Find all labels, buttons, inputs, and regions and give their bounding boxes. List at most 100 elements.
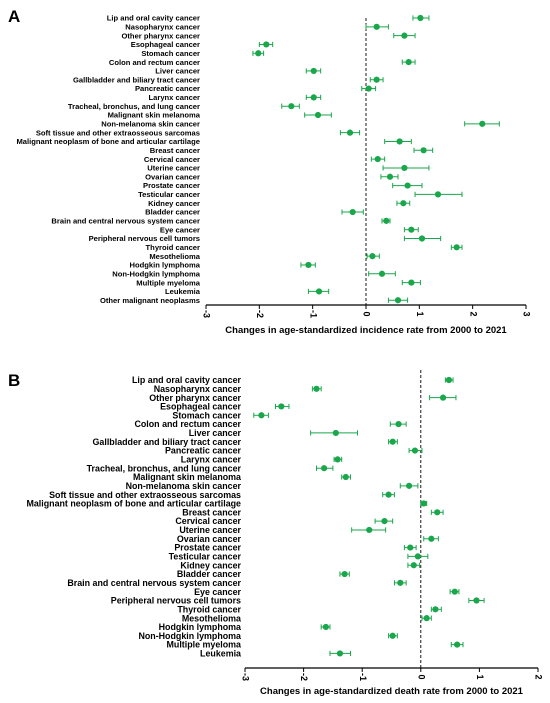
- panel-letter: B: [8, 371, 20, 390]
- category-label: Non-Hodgkin lymphoma: [138, 631, 241, 641]
- category-label: Other pharynx cancer: [122, 31, 201, 40]
- data-point: [394, 297, 402, 304]
- category-label: Stomach cancer: [141, 49, 200, 58]
- category-label: Prostate cancer: [143, 181, 200, 190]
- data-point: [336, 650, 344, 657]
- x-tick-label: 3: [522, 311, 532, 316]
- category-label: Pancreatic cancer: [165, 446, 242, 456]
- data-point: [434, 191, 442, 198]
- category-label: Cervical cancer: [175, 516, 241, 526]
- data-point: [321, 465, 328, 472]
- x-tick-label: -2: [255, 310, 265, 318]
- category-label: Tracheal, bronchus, and lung cancer: [87, 463, 242, 473]
- data-point: [385, 491, 392, 498]
- data-point: [386, 173, 394, 180]
- data-point: [453, 244, 460, 251]
- category-label: Bladder cancer: [177, 569, 242, 579]
- category-label: Leukemia: [165, 287, 201, 296]
- category-label: Peripheral nervous cell tumors: [89, 234, 200, 243]
- data-point: [405, 59, 412, 66]
- data-point: [373, 23, 380, 30]
- category-label: Non-Hodgkin lymphoma: [112, 269, 201, 278]
- data-point: [408, 226, 415, 233]
- panel-letter: A: [8, 7, 20, 26]
- data-point: [439, 394, 447, 401]
- category-label: Breast cancer: [182, 507, 241, 517]
- x-tick-label: -1: [358, 673, 368, 681]
- category-label: Cervical cancer: [144, 155, 200, 164]
- category-label: Esophageal cancer: [160, 402, 241, 412]
- data-point: [405, 482, 413, 489]
- data-point: [288, 103, 295, 110]
- category-label: Other malignant neoplasms: [100, 296, 200, 305]
- category-label: Non-melanoma skin cancer: [126, 481, 242, 491]
- category-label: Hodgkin lymphoma: [159, 622, 241, 632]
- category-label: Soft tissue and other extraosseous sarco…: [49, 490, 241, 500]
- x-tick-label: -2: [299, 673, 309, 681]
- category-label: Bladder cancer: [145, 208, 200, 217]
- category-label: Brain and central nervous system cancer: [51, 217, 200, 226]
- category-label: Testicular cancer: [169, 552, 242, 562]
- category-label: Pancreatic cancer: [135, 84, 200, 93]
- data-point: [310, 67, 317, 75]
- category-label: Nasopharynx cancer: [154, 384, 242, 394]
- data-point: [445, 376, 453, 384]
- category-label: Colon and rectum cancer: [109, 58, 200, 67]
- data-point: [346, 129, 354, 136]
- category-label: Other pharynx cancer: [149, 393, 241, 403]
- data-point: [414, 553, 421, 560]
- category-label: Malignant neoplasm of bone and articular…: [16, 137, 200, 146]
- data-point: [365, 85, 372, 92]
- data-point: [396, 138, 403, 145]
- category-label: Prostate cancer: [174, 543, 241, 553]
- data-point: [366, 526, 373, 534]
- category-label: Tracheal, bronchus, and lung cancer: [68, 102, 200, 111]
- data-point: [315, 288, 323, 295]
- category-label: Mesothelioma: [149, 252, 200, 261]
- data-point: [423, 615, 430, 622]
- category-label: Liver cancer: [189, 428, 242, 438]
- category-label: Brain and central nervous system cancer: [67, 578, 241, 588]
- category-label: Eye cancer: [194, 587, 241, 597]
- category-label: Nasopharynx cancer: [125, 22, 200, 31]
- category-label: Multiple myeloma: [136, 278, 200, 287]
- data-point: [383, 217, 390, 224]
- data-point: [434, 509, 441, 516]
- x-tick-label: 1: [415, 311, 425, 316]
- data-point: [401, 32, 408, 39]
- category-label: Kidney cancer: [148, 199, 200, 208]
- data-point: [420, 147, 427, 154]
- panel-A: A -3 -2 -1 0 1 2 3 Changes in age-standardized i…: [8, 7, 532, 336]
- data-point: [451, 588, 458, 595]
- data-point: [410, 562, 417, 569]
- x-tick-label: 1: [475, 674, 485, 679]
- data-point: [378, 270, 386, 277]
- category-label: Multiple myeloma: [167, 640, 242, 650]
- category-label: Stomach cancer: [172, 410, 241, 420]
- data-point: [404, 182, 411, 189]
- category-label: Ovarian cancer: [177, 534, 242, 544]
- x-tick-label: 2: [534, 674, 544, 679]
- data-point: [411, 447, 419, 454]
- category-label: Malignant skin melanoma: [108, 111, 201, 120]
- data-point: [432, 606, 439, 613]
- x-tick-label: -3: [241, 673, 251, 681]
- category-label: Hodgkin lymphoma: [130, 261, 201, 270]
- x-tick-label: -1: [308, 310, 318, 318]
- category-label: Larynx cancer: [149, 93, 201, 102]
- data-point: [400, 200, 407, 207]
- category-label: Eye cancer: [160, 225, 200, 234]
- category-label: Non-melanoma skin cancer: [101, 120, 200, 129]
- data-point: [341, 570, 348, 578]
- data-point: [310, 94, 317, 101]
- data-point: [334, 456, 341, 463]
- x-axis-title: Changes in age-standardized incidence ra…: [225, 325, 507, 336]
- data-point: [373, 76, 380, 83]
- category-label: Colon and rectum cancer: [134, 419, 241, 429]
- data-point: [381, 518, 388, 525]
- data-point: [408, 279, 415, 286]
- category-label: Thyroid cancer: [146, 243, 200, 252]
- category-label: Gallbladder and biliary tract cancer: [93, 437, 242, 447]
- category-label: Lip and oral cavity cancer: [132, 375, 242, 385]
